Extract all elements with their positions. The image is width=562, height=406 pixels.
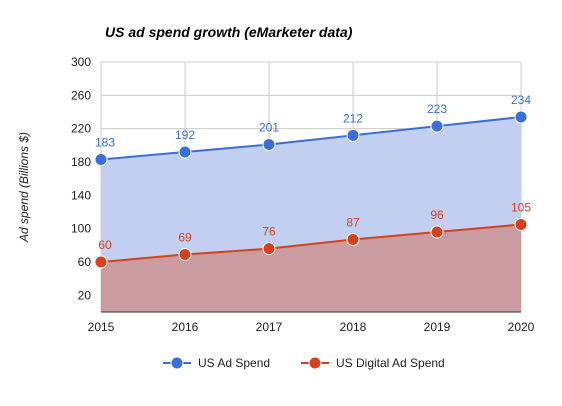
data-label: 234 xyxy=(511,93,531,107)
y-tick-label: 100 xyxy=(71,222,91,236)
data-point xyxy=(430,119,444,133)
data-point xyxy=(346,128,360,142)
series-area-1 xyxy=(101,224,521,312)
data-label: 76 xyxy=(262,225,276,239)
y-axis-title: Ad spend (Billions $) xyxy=(17,132,31,243)
data-label: 201 xyxy=(259,121,279,135)
y-tick-label: 20 xyxy=(78,288,92,302)
data-point xyxy=(262,138,276,151)
y-tick-label: 60 xyxy=(78,255,92,269)
data-label: 192 xyxy=(175,128,195,142)
chart-title: US ad spend growth (eMarketer data) xyxy=(105,24,353,40)
data-label: 96 xyxy=(430,208,444,222)
data-point xyxy=(430,225,444,239)
data-label: 183 xyxy=(95,136,115,150)
x-tick-label: 2020 xyxy=(508,320,535,334)
series-line-1 xyxy=(100,223,522,263)
x-tick-label: 2017 xyxy=(256,320,283,334)
data-point xyxy=(178,248,192,261)
data-point xyxy=(514,110,528,124)
x-tick-label: 2015 xyxy=(88,320,115,334)
legend-item-label: US Digital Ad Spend xyxy=(336,356,445,370)
legend-marker xyxy=(308,356,322,370)
data-label: 69 xyxy=(178,231,192,245)
y-tick-label: 300 xyxy=(71,55,91,69)
y-tick-label: 220 xyxy=(71,122,91,136)
legend: US Ad Spend US Digital Ad Spend xyxy=(163,356,445,370)
data-label: 105 xyxy=(511,201,531,215)
data-point xyxy=(262,242,276,256)
y-tick-label: 180 xyxy=(71,155,91,169)
data-label: 87 xyxy=(346,216,360,230)
data-point xyxy=(346,233,360,246)
data-label: 60 xyxy=(98,238,112,252)
x-tick-label: 2019 xyxy=(424,320,451,334)
data-label: 212 xyxy=(343,111,363,125)
legend-item-label: US Ad Spend xyxy=(198,356,270,370)
y-tick-label: 260 xyxy=(71,88,91,102)
data-point xyxy=(94,255,108,269)
x-tick-label: 2016 xyxy=(172,320,199,334)
data-label: 223 xyxy=(427,102,447,116)
plot-area: 20 60 100 140 180 220 260 300 2015 2016 2017 2018 20… xyxy=(71,55,535,334)
data-point xyxy=(94,153,108,166)
x-tick-label: 2018 xyxy=(340,320,367,334)
legend-marker xyxy=(170,356,184,370)
data-point xyxy=(178,145,192,159)
series-line-0 xyxy=(100,116,522,161)
data-point xyxy=(514,218,528,231)
y-tick-label: 140 xyxy=(71,188,91,202)
